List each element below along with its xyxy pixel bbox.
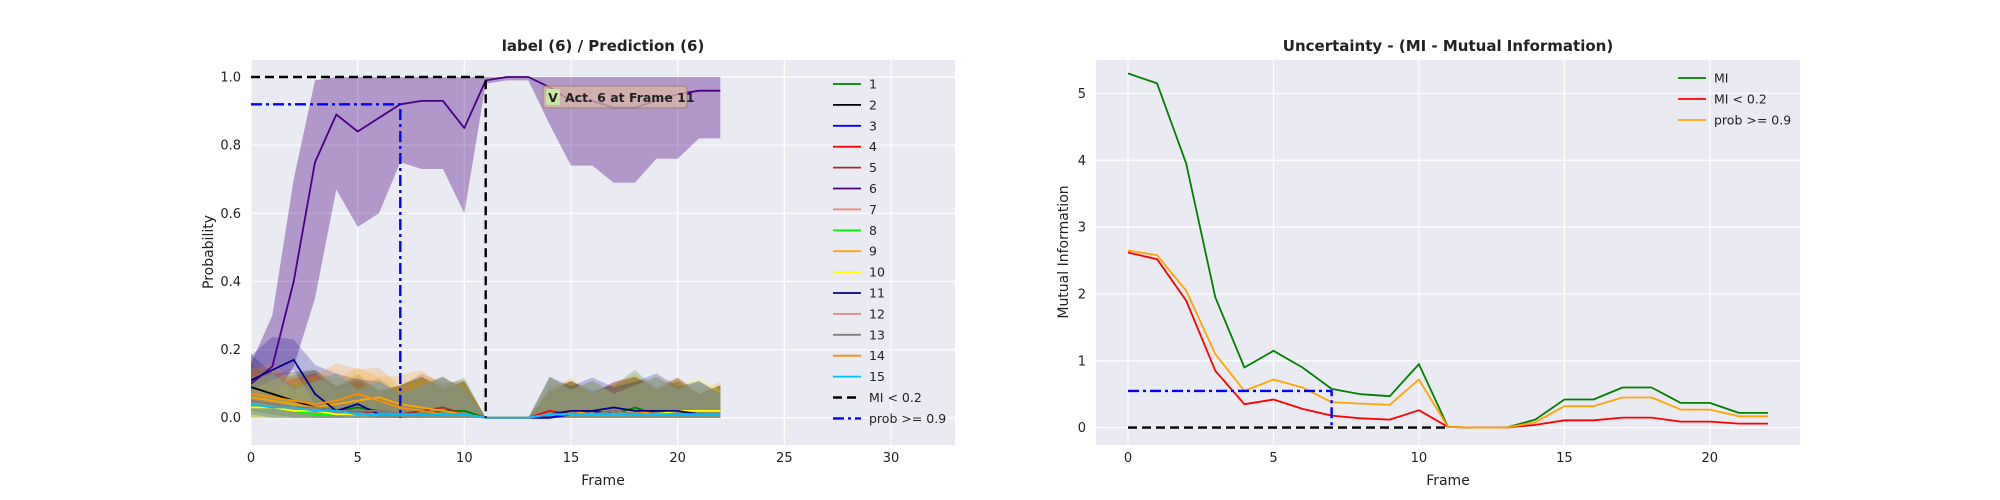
chart-left: 0 5 10 15 20 25 300.00.20.40.60.81.0 label (6)… [201, 37, 955, 489]
line-series-prob-0-9 [1127, 249, 1768, 429]
x-tick-label: 20 [1702, 451, 1719, 466]
band-series-13 [251, 370, 721, 418]
legend-label-15: 15 [869, 369, 885, 384]
band-series-6 [251, 77, 721, 411]
legend-label-1: 1 [869, 77, 877, 92]
x-tick-label: 10 [456, 451, 473, 466]
y-tick-label: 0 [1078, 421, 1086, 436]
legend-label-9: 9 [869, 244, 877, 259]
grid [1096, 60, 1800, 445]
band-series-10 [251, 374, 721, 418]
series-group [1127, 72, 1768, 429]
y-tick-label: 5 [1078, 87, 1086, 102]
legend-label-14: 14 [869, 348, 885, 363]
band-series-2 [251, 353, 721, 418]
chart-right: 0 5 10 15 20 0 1 2 3 4 5 Uncertainty - (MI - Mutua… [1056, 37, 1800, 489]
x-axis-label: Frame [1426, 473, 1470, 489]
legend-label-mi-0-2: MI < 0.2 [869, 390, 922, 405]
grid [250, 60, 955, 445]
band-series-1 [251, 364, 721, 418]
legend-label-12: 12 [869, 306, 885, 321]
legend-label-6: 6 [869, 181, 877, 196]
legend-label-5: 5 [869, 160, 877, 175]
chart-title: label (6) / Prediction (6) [502, 37, 705, 55]
band-series-14 [251, 363, 721, 418]
y-tick-label: 4 [1078, 154, 1086, 169]
line-series-mi-0-2 [251, 75, 487, 418]
band-series-3 [251, 367, 721, 418]
x-tick-label: 5 [354, 451, 362, 466]
x-tick-label: 0 [247, 451, 255, 466]
legend-label-2: 2 [869, 97, 877, 112]
x-axis-label: Frame [581, 473, 625, 489]
legend-label-3: 3 [869, 118, 877, 133]
x-tick-label: 25 [776, 451, 793, 466]
x-tick-label: 30 [883, 451, 900, 466]
x-tick-label: 15 [563, 451, 580, 466]
y-tick-label: 0.0 [220, 411, 241, 426]
band-series-8 [251, 374, 721, 418]
series-layer [1127, 72, 1768, 429]
band-series-12 [251, 373, 721, 418]
tick-labels: 0 5 10 15 20 25 300.00.20.40.60.81.0 [220, 71, 899, 466]
x-tick-label: 0 [1124, 451, 1132, 466]
y-axis-label: Probability [201, 215, 217, 289]
legend-label-prob-0-9: prob >= 0.9 [869, 411, 946, 426]
legend: MI MI < 0.2 prob >= 0.9 [1678, 71, 1791, 128]
legend-label-13: 13 [869, 327, 885, 342]
y-tick-label: 0.8 [220, 139, 241, 154]
y-tick-label: 0.6 [220, 207, 241, 222]
legend-label-7: 7 [869, 202, 877, 217]
legend-label-10: 10 [869, 265, 885, 280]
x-tick-label: 5 [1269, 451, 1277, 466]
annotation-mark-box [546, 89, 560, 105]
legend-label-mi: MI [1714, 71, 1728, 86]
y-tick-label: 1 [1078, 354, 1086, 369]
legend-label-prob-0-9: prob >= 0.9 [1714, 113, 1791, 128]
legend-label-11: 11 [869, 286, 885, 301]
x-tick-label: 10 [1411, 451, 1428, 466]
tick-labels: 0 5 10 15 20 0 1 2 3 4 5 [1078, 87, 1718, 466]
y-tick-label: 3 [1078, 221, 1086, 236]
band-series-15 [251, 373, 721, 418]
legend-label-mi-0-2: MI < 0.2 [1714, 92, 1767, 107]
y-tick-label: 2 [1078, 287, 1086, 302]
series-group [251, 75, 721, 419]
x-tick-label: 20 [669, 451, 686, 466]
band-series-5 [251, 370, 721, 418]
annotation-box [542, 85, 688, 109]
y-tick-label: 0.4 [220, 275, 241, 290]
y-axis-label: Mutual Information [1056, 185, 1072, 318]
y-tick-label: 1.0 [220, 71, 241, 86]
annotation-text: Act. 6 at Frame 11 [565, 90, 695, 105]
band-series-4 [251, 373, 721, 418]
y-tick-label: 0.2 [220, 343, 241, 358]
chart-title: Uncertainty - (MI - Mutual Information) [1283, 37, 1613, 55]
line-series-reference [1128, 389, 1333, 428]
plot-background [1096, 60, 1800, 445]
series-layer [251, 75, 721, 419]
line-series-prob-0-9 [251, 103, 402, 418]
legend-label-4: 4 [869, 139, 877, 154]
legend-label-8: 8 [869, 223, 877, 238]
annotation-mark: V [548, 90, 558, 105]
x-tick-label: 15 [1556, 451, 1573, 466]
band-series-7 [251, 367, 721, 418]
annotation: V Act. 6 at Frame 11 [542, 85, 695, 109]
band-series-9 [251, 364, 721, 418]
